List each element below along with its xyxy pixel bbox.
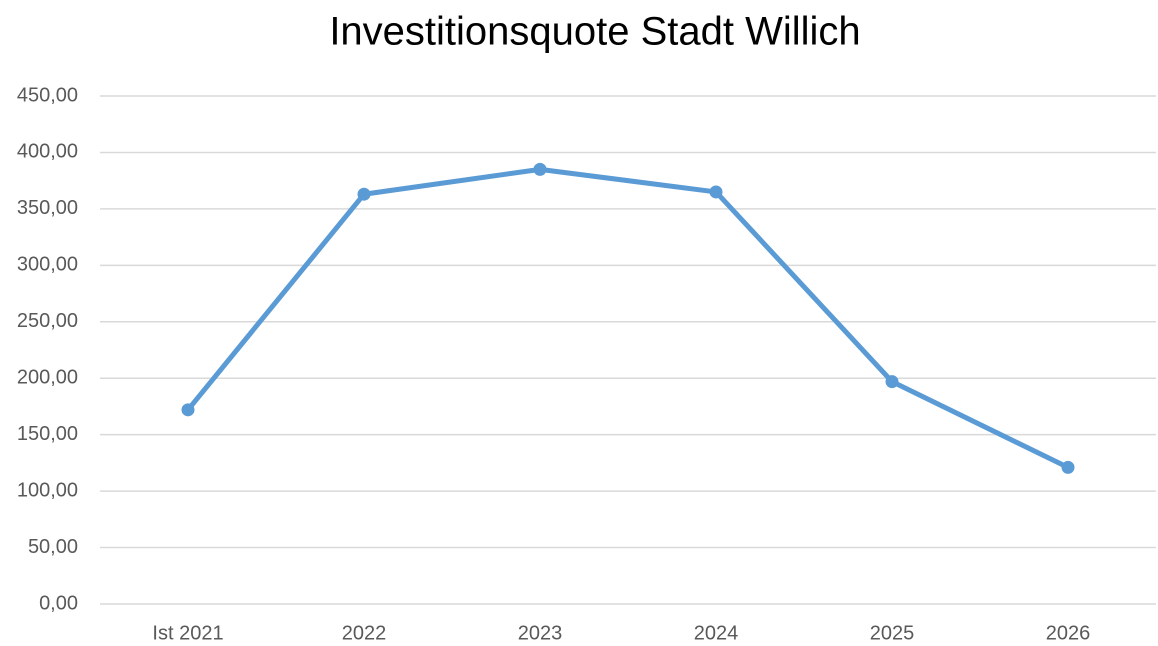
y-tick-label: 200,00	[17, 367, 78, 389]
y-tick-label: 0,00	[39, 592, 78, 614]
data-point	[1061, 460, 1075, 474]
data-point	[181, 403, 195, 417]
y-tick-label: 250,00	[17, 310, 78, 332]
chart-title: Investitionsquote Stadt Willich	[329, 10, 860, 54]
y-tick-label: 50,00	[28, 536, 78, 558]
y-tick-label: 450,00	[17, 84, 78, 106]
x-tick-label: 2024	[694, 622, 739, 644]
y-tick-label: 300,00	[17, 254, 78, 276]
x-tick-label: Ist 2021	[152, 622, 223, 644]
y-tick-label: 100,00	[17, 479, 78, 501]
data-point	[709, 185, 723, 199]
data-point	[533, 162, 547, 176]
data-point	[885, 375, 899, 389]
x-tick-label: 2023	[518, 622, 563, 644]
x-tick-label: 2025	[870, 622, 915, 644]
data-point	[357, 187, 371, 201]
y-tick-label: 400,00	[17, 141, 78, 163]
x-tick-label: 2022	[342, 622, 387, 644]
y-tick-label: 350,00	[17, 197, 78, 219]
series-line	[186, 166, 1070, 470]
y-tick-label: 150,00	[17, 423, 78, 445]
x-tick-label: 2026	[1046, 622, 1091, 644]
